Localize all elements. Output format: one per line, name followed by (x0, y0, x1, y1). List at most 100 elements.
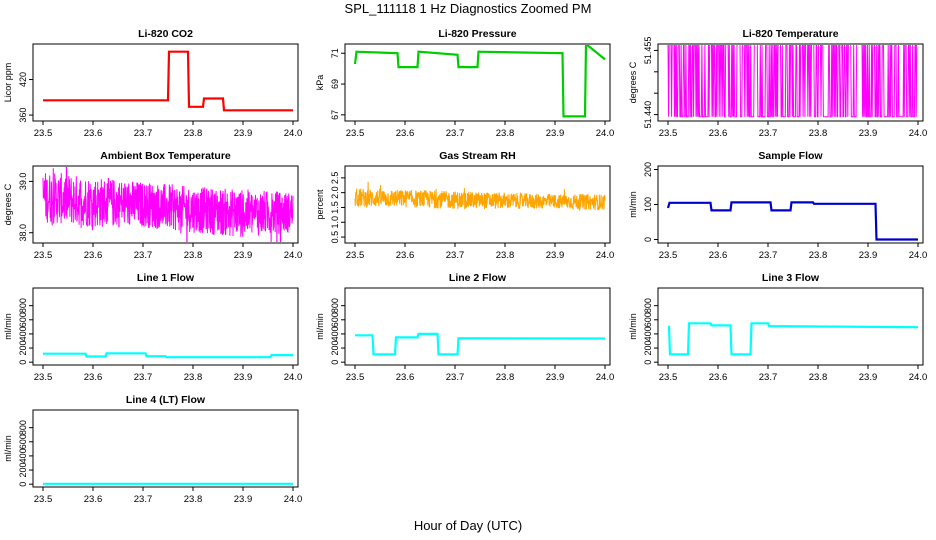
y-tick-label: 200 (643, 162, 653, 177)
x-tick-label: 23.5 (34, 372, 53, 383)
x-tick-label: 23.6 (709, 128, 728, 139)
y-axis-label: ml/min (628, 191, 638, 218)
series-line (42, 167, 294, 242)
x-tick-label: 23.7 (446, 128, 465, 139)
y-tick-label: 51.455 (643, 37, 653, 65)
y-tick-label: 600 (18, 312, 28, 327)
y-tick-label: 800 (18, 420, 28, 435)
x-tick-label: 23.9 (234, 250, 253, 261)
y-tick-label: 600 (18, 434, 28, 449)
data-layer (354, 181, 606, 211)
data-layer (43, 50, 293, 112)
y-tick-label: 0 (18, 482, 28, 487)
panel-2: Li-820 Pressure 23.5 23.6 23.7 23.8 23.9 24.0 6… (315, 28, 614, 139)
y-tick-label: 69 (330, 79, 340, 89)
x-tick-label: 24.0 (909, 250, 928, 261)
y-tick-label: 400 (330, 326, 340, 341)
y-tick-label: 800 (18, 298, 28, 313)
series-line (666, 201, 918, 241)
plot-frame (32, 43, 299, 122)
y-tick-label: 400 (18, 448, 28, 463)
y-tick-label: 420 (18, 72, 28, 87)
y-tick-label: 71 (330, 48, 340, 58)
x-tick-label: 23.9 (234, 128, 253, 139)
series-line (354, 181, 606, 211)
x-axis-label: Hour of Day (UTC) (413, 518, 523, 533)
plot-frame (32, 409, 299, 488)
y-tick-label: 360 (18, 108, 28, 123)
x-tick-label: 23.7 (446, 372, 465, 383)
x-tick-label: 24.0 (596, 128, 615, 139)
x-tick-label: 23.6 (396, 128, 415, 139)
y-axis-label: percent (315, 189, 325, 220)
y-axis-label: kPa (315, 75, 325, 91)
x-tick-label: 23.9 (234, 494, 253, 505)
x-tick-label: 23.8 (809, 372, 828, 383)
data-layer (667, 322, 919, 356)
x-tick-label: 23.9 (859, 372, 878, 383)
y-tick-label: 800 (330, 298, 340, 313)
x-tick-label: 23.6 (709, 250, 728, 261)
x-tick-label: 23.5 (34, 250, 53, 261)
x-tick-label: 24.0 (284, 494, 303, 505)
x-tick-label: 23.8 (496, 372, 515, 383)
x-tick-label: 23.8 (496, 128, 515, 139)
y-tick-label: 200 (643, 341, 653, 356)
y-tick-label: 400 (643, 326, 653, 341)
x-tick-label: 23.5 (34, 128, 53, 139)
figure-title: SPL_111118 1 Hz Diagnostics Zoomed PM (344, 1, 592, 16)
data-layer (355, 332, 606, 356)
panel-title: Li-820 Pressure (438, 28, 516, 40)
data-layer (666, 201, 918, 241)
data-layer (353, 45, 606, 118)
x-tick-label: 23.8 (496, 250, 515, 261)
panel-title: Sample Flow (758, 150, 823, 162)
panel-title: Ambient Box Temperature (100, 150, 231, 162)
x-tick-label: 23.5 (659, 250, 678, 261)
panel-title: Line 1 Flow (137, 272, 195, 284)
y-tick-label: 600 (643, 312, 653, 327)
y-tick-label: 0 (330, 360, 340, 365)
x-tick-label: 23.7 (134, 372, 153, 383)
x-tick-label: 24.0 (284, 250, 303, 261)
x-tick-label: 24.0 (909, 128, 928, 139)
x-tick-label: 24.0 (596, 250, 615, 261)
x-tick-label: 24.0 (284, 128, 303, 139)
x-tick-label: 23.7 (134, 250, 153, 261)
y-tick-label: 1.0 (330, 216, 340, 229)
x-tick-label: 23.8 (184, 372, 203, 383)
x-tick-label: 23.5 (346, 372, 365, 383)
series-line (667, 45, 918, 118)
plot-frame (344, 165, 611, 244)
series-line (667, 322, 919, 356)
series-line (43, 352, 293, 359)
y-tick-label: 38.0 (18, 224, 28, 242)
y-axis-label: Licor ppm (3, 63, 13, 103)
x-tick-label: 23.7 (134, 494, 153, 505)
y-tick-label: 0 (18, 360, 28, 365)
panel-8: Line 2 Flow 23.5 23.6 23.7 23.8 23.9 24.0 0 2004… (315, 272, 614, 383)
x-tick-label: 23.9 (546, 250, 565, 261)
y-axis-label: degrees C (3, 183, 13, 225)
series-line (355, 332, 606, 356)
y-tick-label: 51.440 (643, 101, 653, 129)
panel-10: Line 4 (LT) Flow 23.5 23.6 23.7 23.8 23.9 24.0… (3, 394, 302, 505)
x-tick-label: 23.7 (759, 128, 778, 139)
x-tick-label: 24.0 (909, 372, 928, 383)
panel-6: Sample Flow 23.5 23.6 23.7 23.8 23.9 24.0 0 100 2… (628, 150, 927, 261)
y-axis-label: ml/min (3, 435, 13, 462)
panel-7: Line 1 Flow 23.5 23.6 23.7 23.8 23.9 24.0 0 2004… (3, 272, 302, 383)
x-tick-label: 23.6 (396, 250, 415, 261)
data-layer (667, 45, 918, 118)
x-tick-label: 24.0 (596, 372, 615, 383)
x-tick-label: 23.5 (34, 494, 53, 505)
x-tick-label: 23.8 (184, 494, 203, 505)
data-layer (42, 167, 294, 242)
panel-4: Ambient Box Temperature 23.5 23.6 23.7 23.8 2… (3, 150, 303, 261)
panel-title: Line 3 Flow (762, 272, 820, 284)
panel-title: Li-820 Temperature (742, 28, 838, 40)
panel-title: Li-820 CO2 (138, 28, 193, 40)
panel-3: Li-820 Temperature 23.5 23.6 23.7 23.8 23.9 24… (628, 28, 927, 139)
